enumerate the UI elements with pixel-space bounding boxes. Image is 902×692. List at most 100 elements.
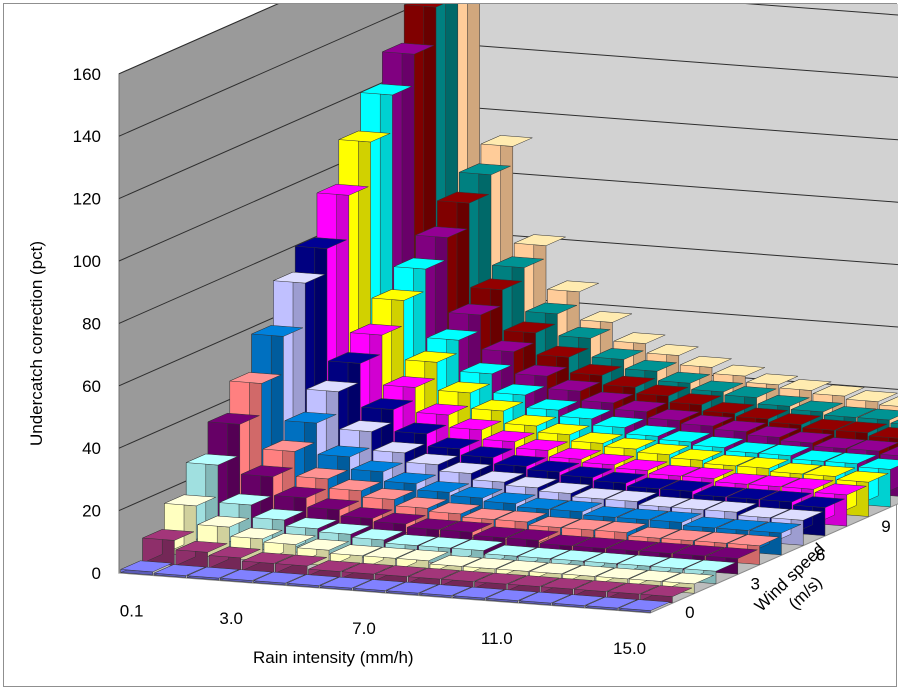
bar-top-face (547, 280, 599, 293)
bar-top-face (890, 419, 898, 425)
x-tick-label: 3.0 (219, 609, 243, 628)
bar-top-face (427, 437, 480, 450)
bar-top-face (361, 398, 414, 410)
bar-top-face (846, 390, 898, 402)
bar-top-face (607, 582, 659, 595)
bar-top-face (627, 477, 679, 490)
bar-top-face (428, 502, 481, 515)
z-tick-label: 6 (816, 546, 825, 565)
bar-top-face (448, 303, 501, 316)
bar-top-face (340, 507, 393, 519)
bar-top-face (672, 544, 725, 557)
bar (386, 581, 438, 596)
z-tick-label: 0 (685, 603, 694, 622)
bar-top-face (386, 581, 438, 594)
bar-top-face (426, 328, 479, 341)
bar (319, 576, 372, 591)
bar-top-face (592, 416, 645, 428)
y-tick-label: 40 (82, 439, 101, 458)
bar-top-face (416, 403, 469, 416)
bar-top-face (473, 526, 526, 539)
gridline (118, 4, 279, 75)
bar (352, 579, 405, 593)
bar-top-face (527, 460, 580, 473)
bar (419, 584, 472, 598)
bar-top-face (186, 453, 238, 466)
bar-top-face (197, 515, 250, 528)
bar-top-face (273, 271, 325, 284)
bar-top-face (503, 321, 556, 334)
bar-top-face (749, 521, 802, 534)
bar-top-face (858, 458, 898, 470)
bar-top-face (638, 495, 691, 508)
bar-top-face (857, 408, 898, 421)
bar-top-face (779, 379, 832, 391)
bar-top-face (613, 332, 666, 344)
bar-top-face (560, 466, 613, 478)
bar-top-face (415, 226, 468, 238)
bar-top-face (514, 234, 566, 246)
bar (186, 566, 239, 581)
y-tick-label: 120 (73, 190, 101, 209)
bar-top-face (792, 450, 844, 462)
bar-top-face (470, 278, 523, 291)
bar-top-face (408, 567, 460, 580)
bar-top-face (580, 311, 633, 323)
bar-top-face (812, 384, 865, 397)
bar-top-face (640, 585, 693, 597)
bar-top-face (594, 521, 647, 533)
bar-top-face (406, 453, 458, 465)
bar-top-face (582, 453, 635, 466)
bar-top-face (825, 452, 877, 465)
bar-top-face (636, 384, 689, 397)
bar-top-face (407, 518, 459, 530)
bar-top-face (748, 475, 801, 488)
bar-top-face (693, 485, 746, 498)
bar-top-face (482, 430, 535, 443)
bar-top-face (617, 554, 670, 567)
bar-top-face (813, 437, 866, 449)
bar-top-face (770, 462, 822, 475)
bar-top-face (694, 531, 747, 544)
bar-top-face (438, 381, 490, 394)
bar (452, 586, 505, 601)
bar-top-face (459, 163, 511, 176)
bar-top-face (517, 497, 569, 510)
bar-top-face (692, 436, 745, 448)
bar-top-face (626, 425, 678, 437)
bar-top-face (780, 431, 833, 444)
bar-top-face (758, 444, 811, 456)
bar-top-face (536, 345, 589, 358)
bar-top-face (429, 555, 482, 567)
bar-top-face (493, 383, 545, 396)
bar-top-face (648, 464, 701, 477)
bar-top-face (229, 372, 282, 384)
x-tick-label: 0.1 (120, 601, 144, 620)
bar (220, 569, 272, 583)
z-axis-ticks: 03691215 (685, 517, 891, 622)
bar-top-face (737, 457, 789, 469)
bar-top-face (494, 455, 546, 467)
bar-top-face (297, 538, 349, 551)
bar-top-face (649, 511, 702, 523)
bar-top-face (449, 418, 502, 431)
bar-top-face (385, 534, 437, 546)
bar-top-face (646, 344, 699, 356)
bar-top-face (437, 191, 489, 204)
bar-top-face (618, 599, 671, 611)
bar-top-face (682, 467, 734, 479)
bar-top-face (440, 520, 492, 533)
bar-top-face (295, 237, 347, 249)
bar-top-face (769, 413, 821, 425)
bar-top-face (372, 441, 425, 454)
bar-top-face (519, 591, 571, 604)
bar-top-face (484, 544, 537, 557)
y-tick-label: 160 (73, 65, 101, 84)
bar-top-face (835, 421, 888, 434)
y-tick-label: 100 (73, 252, 101, 271)
bar-top-face (483, 492, 536, 504)
bar-top-face (724, 386, 777, 398)
bar-top-face (485, 589, 538, 601)
x-axis-ticks: 0.1 3.0 7.0 11.0 15.0 (120, 601, 646, 658)
bar-top-face (584, 552, 637, 564)
